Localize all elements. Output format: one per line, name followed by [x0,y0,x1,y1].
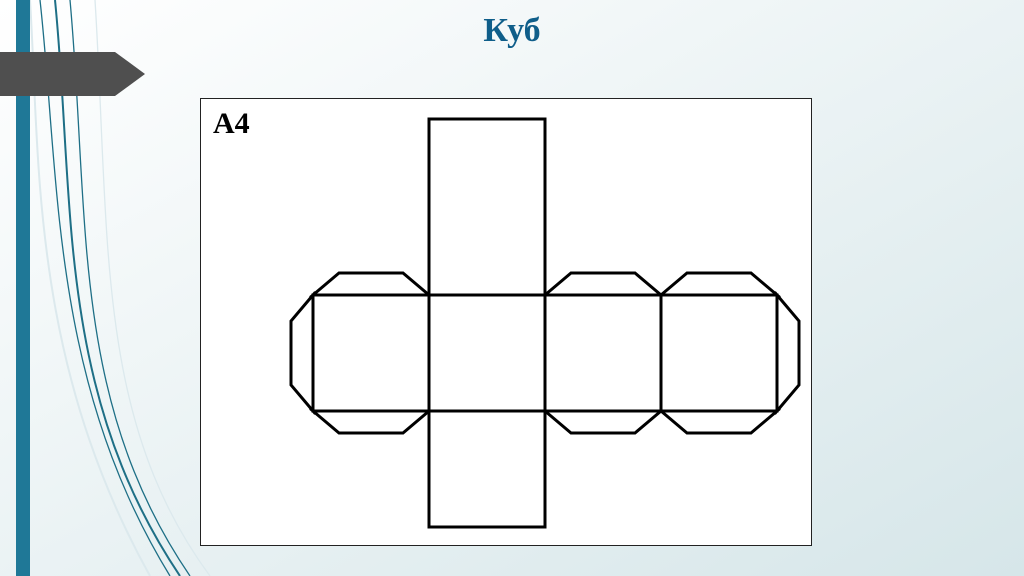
cube-net [201,99,811,545]
slide: Куб A4 [0,0,1024,576]
diagram-panel: A4 [200,98,812,546]
slide-title: Куб [0,12,1024,50]
